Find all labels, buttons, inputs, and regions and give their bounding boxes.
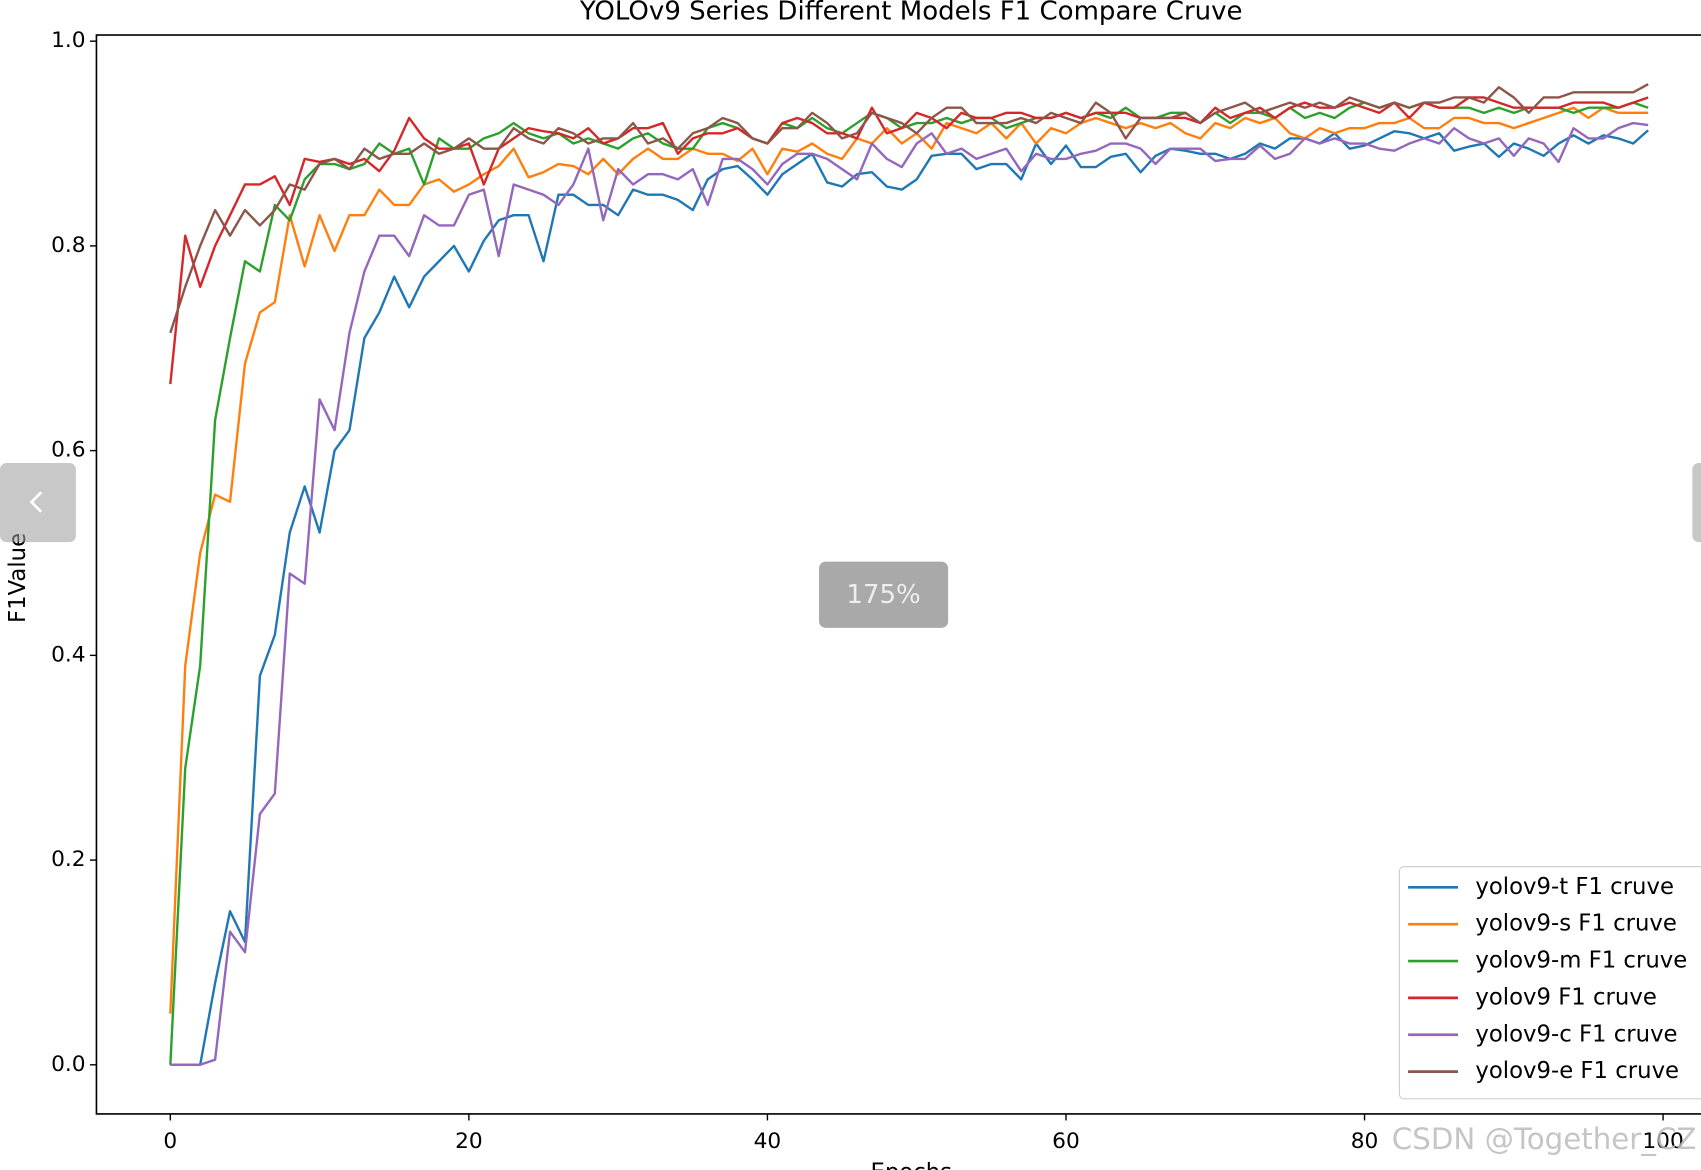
y-tick-label: 0.0 xyxy=(51,1052,86,1077)
legend-label: yolov9-e F1 cruve xyxy=(1475,1058,1679,1084)
legend-label: yolov9-m F1 cruve xyxy=(1475,948,1687,974)
y-tick-label: 1.0 xyxy=(51,28,86,53)
x-tick-label: 40 xyxy=(754,1129,782,1154)
series-group xyxy=(169,83,1649,1067)
x-axis-label: Epochs xyxy=(870,1160,952,1170)
x-tick-label: 20 xyxy=(455,1129,483,1154)
y-axis-label: F1Value xyxy=(5,533,31,623)
watermark: CSDN @Together_CZ xyxy=(1392,1122,1697,1156)
prev-button[interactable] xyxy=(0,463,76,543)
series-line xyxy=(169,106,1649,1014)
prev-button-bg[interactable] xyxy=(0,463,76,543)
x-tick-label: 100 xyxy=(1642,1129,1683,1154)
legend-label: yolov9-s F1 cruve xyxy=(1475,911,1677,937)
x-tick-label: 60 xyxy=(1052,1129,1080,1154)
chart-title: YOLOv9 Series Different Models F1 Compar… xyxy=(579,0,1243,26)
x-tick-label: 0 xyxy=(163,1129,177,1154)
series-line xyxy=(169,96,1649,385)
chevron-left xyxy=(29,491,43,513)
axes-frame xyxy=(95,34,1701,1115)
series-line xyxy=(169,83,1649,334)
series-line xyxy=(170,121,1649,1067)
series-line xyxy=(170,129,1649,1067)
zoom-label: 175% xyxy=(846,580,920,610)
legend-label: yolov9-t F1 cruve xyxy=(1475,874,1674,900)
y-tick-label: 0.6 xyxy=(51,438,86,463)
zoom-badge xyxy=(819,561,949,628)
x-tick-label: 80 xyxy=(1351,1129,1379,1154)
legend: yolov9-t F1 cruve yolov9-s F1 cruve yolov9… xyxy=(1398,866,1701,1100)
y-tick-label: 0.8 xyxy=(51,233,86,258)
legend-label: yolov9-c F1 cruve xyxy=(1475,1021,1677,1047)
y-tick-label: 0.2 xyxy=(51,847,86,872)
legend-label: yolov9 F1 cruve xyxy=(1475,984,1656,1010)
next-button[interactable] xyxy=(1692,463,1701,543)
y-tick-label: 0.4 xyxy=(51,642,86,667)
plot-area: 0.0 0.2 0.4 0.6 0.8 1.0 0 20 40 60 80 100 xyxy=(51,28,1701,1154)
legend-box xyxy=(1398,866,1701,1100)
